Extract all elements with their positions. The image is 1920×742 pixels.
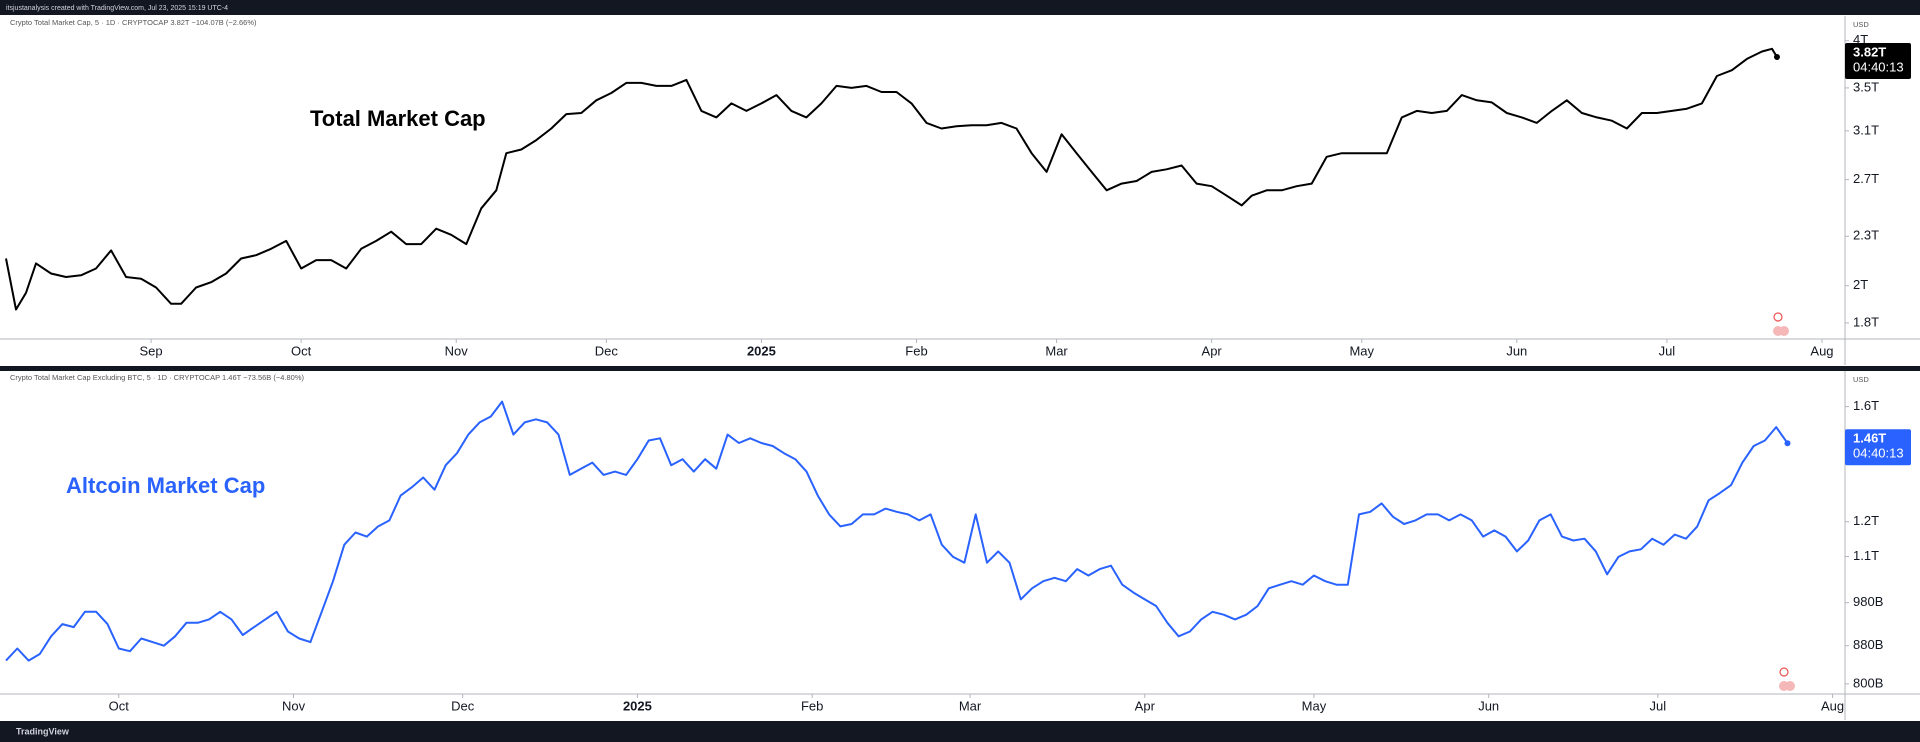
y-tick-label: 980B: [1853, 594, 1883, 609]
x-tick-label: Oct: [291, 343, 312, 358]
event-icon: [1785, 681, 1795, 691]
last-point: [1773, 54, 1780, 61]
currency-label: USD: [1853, 20, 1869, 29]
y-tick-label: 880B: [1853, 637, 1883, 652]
x-tick-label: Mar: [959, 698, 982, 713]
header-text: itsjustanalysis created with TradingView…: [6, 5, 228, 12]
event-icons: [1773, 312, 1795, 691]
last-price-box: [1845, 43, 1911, 80]
subtitle: Crypto Total Market Cap Excluding BTC, 5…: [10, 373, 305, 382]
countdown-label: 04:40:13: [1853, 446, 1904, 461]
x-tick-label: Dec: [451, 698, 475, 713]
price-line: [5, 47, 1778, 311]
bottom-bar: [0, 721, 1920, 742]
y-tick-label: 2.7T: [1853, 171, 1879, 186]
x-tick-label: May: [1302, 698, 1327, 713]
x-tick-label: Apr: [1135, 698, 1156, 713]
y-tick-label: 2T: [1853, 277, 1868, 292]
event-icon: [1773, 312, 1783, 322]
x-tick-label: Jul: [1650, 698, 1667, 713]
last-price-box: [1845, 429, 1911, 466]
x-tick-label: 2025: [747, 343, 776, 358]
x-tick-label: Feb: [905, 343, 927, 358]
x-tick-label: May: [1349, 343, 1374, 358]
currency-label: USD: [1853, 375, 1869, 384]
x-tick-label: Jul: [1659, 343, 1676, 358]
x-tick-label: Jun: [1506, 343, 1527, 358]
x-tick-label: Aug: [1810, 343, 1833, 358]
y-tick-label: 1.2T: [1853, 513, 1879, 528]
y-tick-label: 1.6T: [1853, 398, 1879, 413]
price-line: [5, 400, 1789, 662]
last-price-label: 1.46T: [1853, 431, 1886, 446]
y-tick-label: 3.1T: [1853, 122, 1879, 137]
x-tick-label: 2025: [623, 698, 652, 713]
x-tick-label: Aug: [1821, 698, 1844, 713]
x-tick-label: Nov: [282, 698, 306, 713]
y-tick-label: 2.3T: [1853, 228, 1879, 243]
x-tick-label: Apr: [1202, 343, 1223, 358]
price-axis-bg: [1845, 371, 1920, 694]
top-bar: [0, 0, 1920, 15]
x-tick-label: Nov: [445, 343, 469, 358]
subtitle: Crypto Total Market Cap, 5 · 1D · CRYPTO…: [10, 18, 257, 27]
y-tick-label: 3.5T: [1853, 79, 1879, 94]
pane-separator: [0, 366, 1920, 371]
annotation: Total Market Cap: [310, 106, 486, 131]
x-tick-label: Mar: [1045, 343, 1068, 358]
y-tick-label: 1.8T: [1853, 314, 1879, 329]
x-tick-label: Feb: [801, 698, 823, 713]
last-point: [1784, 440, 1791, 447]
x-tick-label: Jun: [1478, 698, 1499, 713]
x-tick-label: Dec: [595, 343, 619, 358]
event-icon: [1779, 667, 1789, 677]
x-tick-label: Sep: [140, 343, 163, 358]
event-icon: [1779, 326, 1789, 336]
footer-text: TradingView: [16, 726, 70, 736]
countdown-label: 04:40:13: [1853, 59, 1904, 74]
x-tick-label: Oct: [109, 698, 130, 713]
annotation: Altcoin Market Cap: [66, 473, 265, 498]
y-tick-label: 800B: [1853, 675, 1883, 690]
last-price-label: 3.82T: [1853, 44, 1886, 59]
y-tick-label: 1.1T: [1853, 548, 1879, 563]
